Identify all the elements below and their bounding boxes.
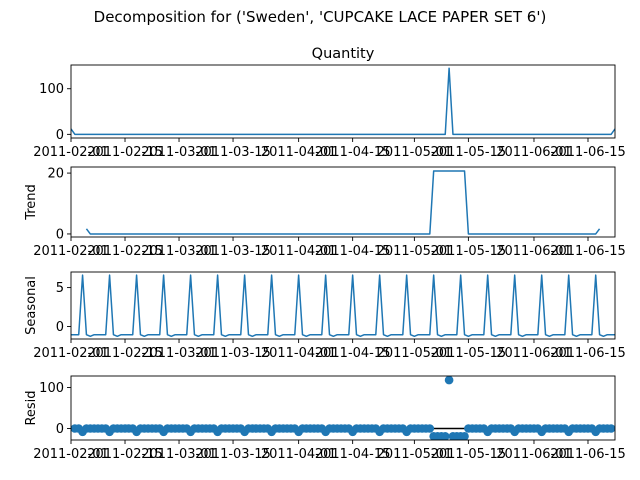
resid-point — [606, 424, 615, 433]
x-tick-label: 2011-05-01 — [377, 244, 453, 259]
x-tick-label: 2011-06-01 — [496, 346, 572, 361]
panel-1: 0 20 2011-02-012011-02-152011-03-012011-03… — [24, 166, 626, 259]
x-tick-label: 2011-03-01 — [141, 244, 217, 259]
x-tick-label: 2011-04-15 — [315, 447, 391, 462]
x-tick-label: 2011-04-15 — [315, 346, 391, 361]
panel-2: 0 5 2011-02-012011-02-152011-03-012011-03-… — [24, 271, 626, 361]
x-tick-label: 2011-03-15 — [195, 346, 271, 361]
x-tick-label: 2011-02-15 — [87, 447, 163, 462]
x-tick-label: 2011-02-15 — [87, 244, 163, 259]
x-tick-label: 2011-02-15 — [87, 145, 163, 160]
y-axis-label-1: Trend — [24, 184, 39, 221]
x-tick-label: 2011-02-01 — [33, 145, 109, 160]
x-tick-label: 2011-02-01 — [33, 346, 109, 361]
x-tick-label: 2011-06-15 — [550, 244, 626, 259]
y-tick-label: 20 — [47, 167, 64, 182]
axes-frame-1 — [70, 166, 616, 238]
panel-title-0: Quantity — [312, 46, 375, 62]
panel-3: 01002011-02-012011-02-152011-03-012011-0… — [24, 375, 626, 462]
y-tick-label: 0 — [56, 227, 64, 242]
series-line-2 — [71, 274, 615, 338]
x-tick-label: 2011-05-01 — [377, 346, 453, 361]
y-tick-label: 0 — [56, 320, 64, 335]
x-tick-label: 2011-06-01 — [496, 447, 572, 462]
x-tick-label: 2011-06-15 — [550, 145, 626, 160]
resid-point — [440, 432, 450, 440]
x-tick-label: 2011-04-01 — [261, 145, 337, 160]
x-tick-label: 2011-04-15 — [315, 145, 391, 160]
x-tick-label: 2011-06-01 — [496, 244, 572, 259]
x-tick-label: 2011-04-01 — [261, 244, 337, 259]
y-tick-label: 100 — [39, 82, 64, 97]
y-tick-label: 0 — [56, 422, 64, 437]
y-axis-label-3: Resid — [24, 390, 39, 425]
x-tick-label: 2011-04-01 — [261, 346, 337, 361]
x-tick-label: 2011-02-01 — [33, 447, 109, 462]
x-tick-label: 2011-04-01 — [261, 447, 337, 462]
resid-point — [460, 432, 469, 440]
x-tick-label: 2011-03-15 — [195, 244, 271, 259]
x-tick-label: 2011-05-15 — [431, 447, 507, 462]
y-tick-label: 5 — [56, 281, 64, 296]
x-tick-label: 2011-02-01 — [33, 244, 109, 259]
x-tick-label: 2011-05-01 — [377, 145, 453, 160]
x-tick-label: 2011-03-01 — [141, 145, 217, 160]
series-group-1 — [85, 170, 601, 235]
figure-suptitle: Decomposition for ('Sweden', 'CUPCAKE LA… — [94, 8, 547, 26]
y-tick-label: 100 — [39, 381, 64, 396]
axes-frame-2 — [70, 271, 616, 340]
x-tick-label: 2011-05-01 — [377, 447, 453, 462]
x-tick-label: 2011-03-15 — [195, 447, 271, 462]
resid-point — [444, 376, 454, 385]
series-line-1 — [85, 170, 601, 235]
x-tick-label: 2011-05-15 — [431, 244, 507, 259]
panel-0: 01002011-02-012011-02-152011-03-012011-0… — [33, 46, 626, 160]
x-tick-label: 2011-04-15 — [315, 244, 391, 259]
axes-frame-3 — [70, 375, 616, 441]
resid-point — [425, 424, 435, 433]
series-group-2 — [71, 274, 615, 338]
series-group-0 — [71, 67, 615, 136]
x-tick-label: 2011-06-15 — [550, 447, 626, 462]
x-tick-label: 2011-05-15 — [431, 346, 507, 361]
x-tick-label: 2011-03-01 — [141, 346, 217, 361]
y-tick-label: 0 — [56, 128, 64, 143]
x-tick-label: 2011-02-15 — [87, 346, 163, 361]
x-tick-label: 2011-03-01 — [141, 447, 217, 462]
x-tick-label: 2011-06-01 — [496, 145, 572, 160]
x-tick-label: 2011-06-15 — [550, 346, 626, 361]
axes-frame-0 — [70, 64, 616, 139]
x-tick-label: 2011-05-15 — [431, 145, 507, 160]
series-group-3 — [71, 376, 615, 440]
x-tick-label: 2011-03-15 — [195, 145, 271, 160]
y-axis-label-2: Seasonal — [24, 276, 39, 335]
series-line-0 — [71, 67, 615, 136]
